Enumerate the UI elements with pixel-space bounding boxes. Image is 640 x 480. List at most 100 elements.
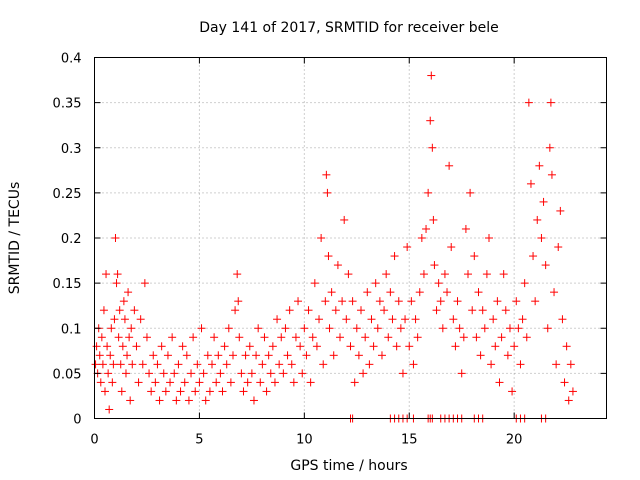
data-point <box>533 215 542 224</box>
data-point <box>281 324 290 333</box>
x-tick-label: 10 <box>296 433 313 448</box>
data-point <box>252 351 261 360</box>
data-point <box>157 342 166 351</box>
data-point <box>134 378 143 387</box>
data-point <box>491 342 500 351</box>
data-point <box>461 224 470 233</box>
data-point <box>294 297 303 306</box>
data-point <box>428 143 437 152</box>
data-point <box>564 396 573 405</box>
data-point <box>424 188 433 197</box>
data-point <box>505 324 514 333</box>
data-point <box>125 333 134 342</box>
data-point <box>128 360 137 369</box>
data-point <box>184 396 193 405</box>
data-point <box>449 315 458 324</box>
data-point <box>419 270 428 279</box>
data-point <box>438 324 447 333</box>
data-point <box>172 396 181 405</box>
data-point <box>350 378 359 387</box>
data-point <box>109 360 118 369</box>
data-point <box>363 288 372 297</box>
data-point <box>470 252 479 261</box>
y-tick-label: 0.25 <box>53 187 82 202</box>
data-point <box>422 224 431 233</box>
data-point <box>514 324 523 333</box>
data-point <box>516 360 525 369</box>
data-point <box>484 234 493 242</box>
data-point <box>112 279 121 288</box>
data-point <box>403 243 412 252</box>
data-point <box>359 369 368 378</box>
data-point <box>321 297 330 306</box>
data-point <box>166 378 175 387</box>
data-point <box>455 324 464 333</box>
data-point <box>127 324 136 333</box>
data-point <box>443 288 452 297</box>
data-point <box>426 116 435 125</box>
data-point <box>283 351 292 360</box>
data-point <box>546 98 555 107</box>
data-point <box>568 387 577 396</box>
y-tick-labels: 0 0.05 0.1 0.15 0.2 0.25 0.3 0.35 0.4 <box>53 52 82 428</box>
data-point <box>401 315 410 324</box>
data-point <box>205 387 214 396</box>
axis-ticks <box>94 57 607 419</box>
data-point <box>388 315 397 324</box>
data-point <box>501 306 510 315</box>
data-point <box>256 378 265 387</box>
data-point <box>291 333 300 342</box>
data-point <box>315 315 324 324</box>
data-point <box>170 369 179 378</box>
data-point <box>113 270 122 279</box>
data-point <box>369 342 378 351</box>
data-point <box>503 351 512 360</box>
data-point <box>325 324 334 333</box>
data-point <box>550 288 559 297</box>
data-point <box>262 387 271 396</box>
data-point <box>489 315 498 324</box>
data-point <box>100 387 109 396</box>
data-point <box>218 387 227 396</box>
data-point <box>191 387 200 396</box>
data-point <box>342 315 351 324</box>
data-point <box>472 333 481 342</box>
data-point <box>531 297 540 306</box>
x-tick-label: 0 <box>90 433 98 448</box>
data-point <box>95 351 104 360</box>
data-point <box>409 360 418 369</box>
data-point <box>245 342 254 351</box>
data-point <box>140 279 149 288</box>
data-point <box>233 270 242 279</box>
data-point <box>432 306 441 315</box>
data-points <box>91 71 577 423</box>
data-point <box>92 342 101 351</box>
data-point <box>566 360 575 369</box>
data-point <box>365 360 374 369</box>
data-point <box>306 378 315 387</box>
data-point <box>344 270 353 279</box>
data-point <box>105 405 114 414</box>
data-point <box>243 378 252 387</box>
data-point <box>103 342 112 351</box>
y-tick-label: 0.2 <box>61 232 82 247</box>
data-point <box>312 342 321 351</box>
data-point <box>539 197 548 206</box>
data-point <box>108 378 117 387</box>
data-point <box>459 333 468 342</box>
data-point <box>518 315 527 324</box>
data-point <box>322 170 331 179</box>
data-point <box>193 360 202 369</box>
data-point <box>115 306 124 315</box>
data-point <box>304 306 313 315</box>
data-point <box>268 342 277 351</box>
data-point <box>121 369 130 378</box>
data-point <box>226 378 235 387</box>
data-point <box>558 315 567 324</box>
data-point <box>373 324 382 333</box>
data-point <box>508 387 517 396</box>
data-point <box>453 297 462 306</box>
data-point <box>386 288 395 297</box>
data-point <box>176 387 185 396</box>
